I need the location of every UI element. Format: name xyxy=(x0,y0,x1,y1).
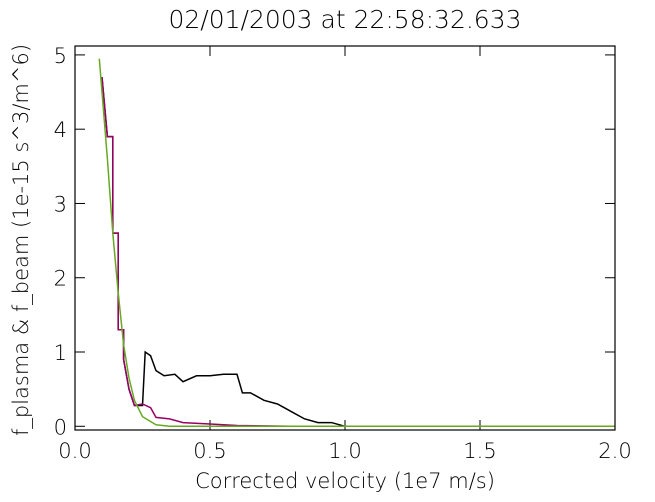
x-axis-label: Corrected velocity (1e7 m/s) xyxy=(195,469,495,493)
x-tick-label: 0.0 xyxy=(58,439,91,463)
x-tick-label: 2.0 xyxy=(598,439,631,463)
x-tick-label: 0.5 xyxy=(193,439,226,463)
y-tick-label: 5 xyxy=(54,44,67,68)
chart-title: 02/01/2003 at 22:58:32.633 xyxy=(168,5,521,34)
x-tick-label: 1.5 xyxy=(463,439,496,463)
y-tick-label: 2 xyxy=(54,267,67,291)
plot-frame xyxy=(74,45,616,431)
series-line xyxy=(98,58,615,428)
y-tick-label: 0 xyxy=(54,415,67,439)
y-tick-label: 4 xyxy=(54,118,67,142)
y-axis-label: f_plasma & f_beam (1e-15 s^3/m^6) xyxy=(9,44,33,436)
y-tick-label: 1 xyxy=(54,341,67,365)
x-tick-label: 1.0 xyxy=(328,439,361,463)
y-tick-label: 3 xyxy=(54,192,67,216)
